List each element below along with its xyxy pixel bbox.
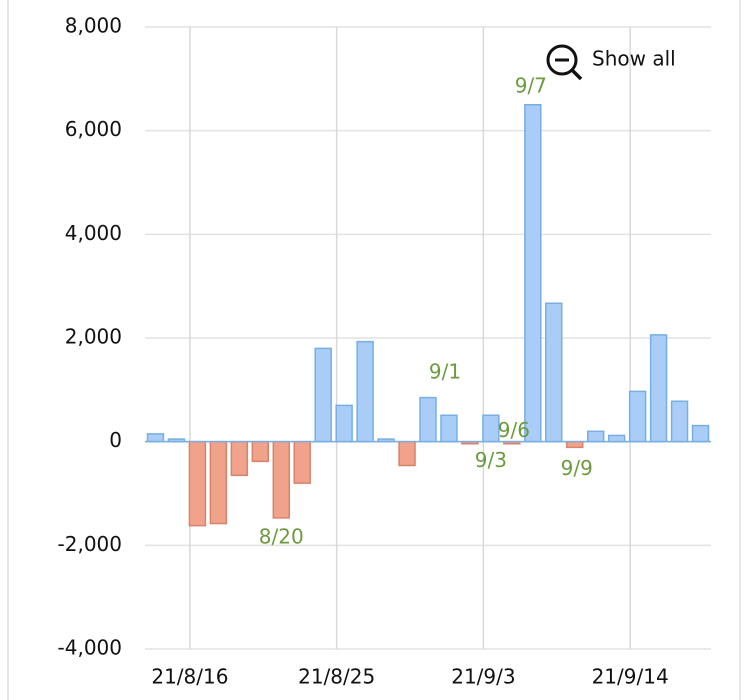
show-all-button[interactable]: Show all bbox=[546, 44, 676, 81]
bar bbox=[293, 440, 311, 484]
x-tick-label: 21/9/3 bbox=[451, 665, 515, 689]
bar bbox=[251, 440, 270, 463]
bar bbox=[691, 424, 710, 443]
zoom-icon bbox=[546, 44, 578, 76]
bar bbox=[314, 347, 332, 443]
bar bbox=[209, 440, 228, 525]
bar bbox=[524, 104, 542, 443]
bar bbox=[146, 433, 165, 443]
bar bbox=[566, 440, 584, 449]
point-label: 9/9 bbox=[561, 456, 593, 480]
point-label: 8/20 bbox=[259, 524, 304, 548]
y-tick-label: 0 bbox=[109, 428, 122, 452]
bar bbox=[649, 334, 668, 443]
bar bbox=[607, 434, 626, 443]
bar bbox=[670, 400, 689, 443]
y-tick-label: 8,000 bbox=[65, 14, 122, 38]
x-tick-label: 21/8/16 bbox=[151, 665, 228, 689]
bar bbox=[188, 440, 207, 527]
bar bbox=[419, 396, 437, 443]
y-tick-label: -4,000 bbox=[58, 636, 122, 660]
bar bbox=[440, 414, 458, 443]
y-tick-label: 6,000 bbox=[65, 117, 122, 141]
x-tick-label: 21/8/25 bbox=[298, 665, 375, 689]
y-tick-label: 2,000 bbox=[65, 325, 122, 349]
point-label: 9/1 bbox=[429, 360, 461, 384]
zoom-icon-handle bbox=[570, 68, 583, 81]
point-label: 9/3 bbox=[475, 448, 507, 472]
x-tick-label: 21/9/14 bbox=[592, 665, 669, 689]
bar bbox=[230, 440, 249, 477]
bar bbox=[482, 414, 500, 443]
bar bbox=[628, 390, 647, 443]
bar bbox=[272, 440, 290, 519]
bar bbox=[356, 340, 374, 443]
bar bbox=[335, 404, 353, 443]
bar bbox=[586, 430, 605, 443]
bar bbox=[545, 302, 563, 443]
point-label: 9/6 bbox=[498, 418, 530, 442]
bar bbox=[398, 440, 416, 467]
show-all-label[interactable]: Show all bbox=[592, 47, 676, 71]
y-tick-label: -2,000 bbox=[58, 532, 122, 556]
y-tick-label: 4,000 bbox=[65, 221, 122, 245]
point-label: 9/7 bbox=[515, 73, 547, 97]
